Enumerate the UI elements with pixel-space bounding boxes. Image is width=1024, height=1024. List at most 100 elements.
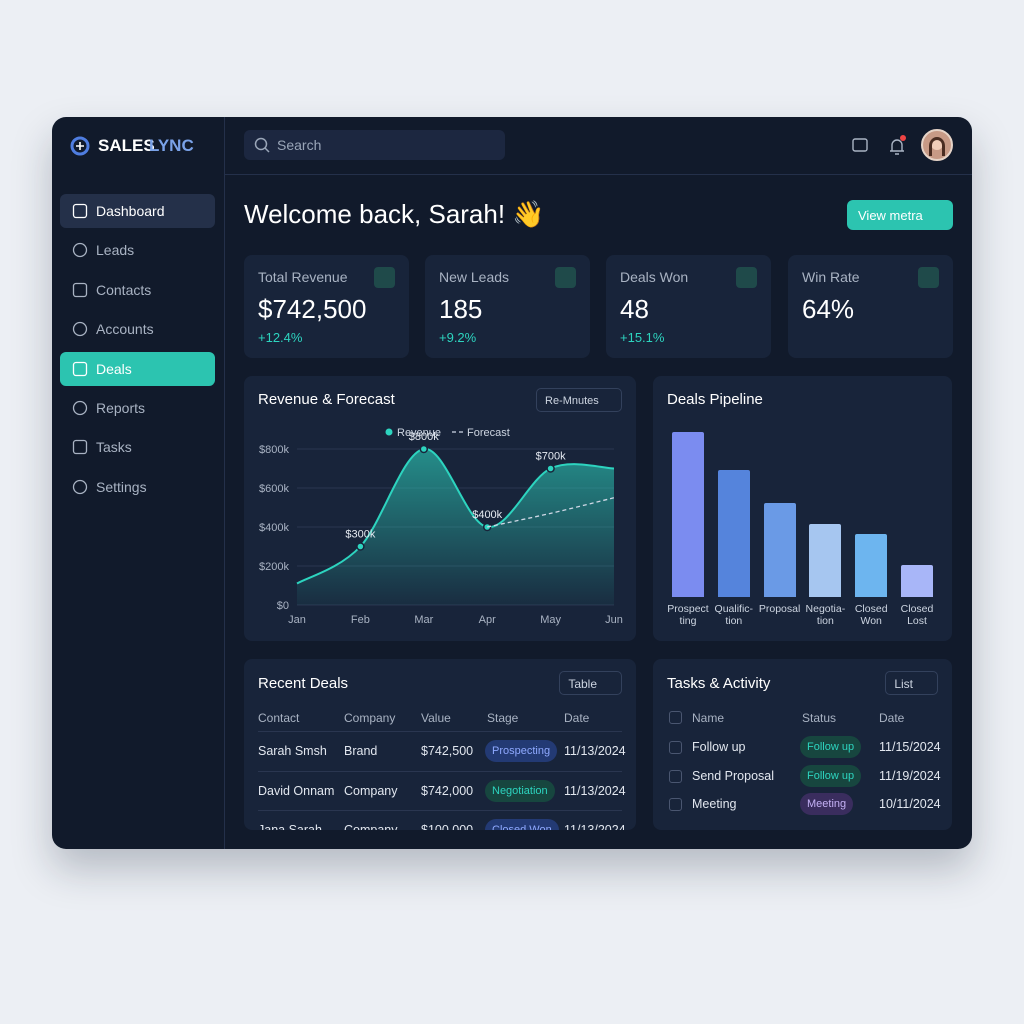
x-tick-label: Negotia- tion xyxy=(805,603,846,627)
sidebar xyxy=(52,117,225,849)
row-checkbox[interactable] xyxy=(669,770,682,783)
pipeline-bar xyxy=(672,432,704,597)
nav-icon xyxy=(72,440,88,455)
kpi-label: Win Rate xyxy=(802,269,860,285)
row-checkbox[interactable] xyxy=(669,798,682,811)
table-cell: 11/13/2024 xyxy=(564,823,626,830)
nav-label[interactable]: Tasks xyxy=(96,439,132,456)
kpi-value: 64% xyxy=(802,294,855,324)
nav-icon xyxy=(72,400,88,416)
kpi-change: +12.4% xyxy=(258,330,303,345)
nav-label[interactable]: Accounts xyxy=(96,321,154,338)
nav-icon xyxy=(72,282,88,297)
pipeline-bar xyxy=(717,470,750,597)
bell-icon xyxy=(890,139,904,155)
kpi-change: +15.1% xyxy=(620,330,665,345)
table-cell: $742,500 xyxy=(421,744,474,758)
kpi-change: +9.2% xyxy=(439,330,477,345)
x-tick-label: Prospect ting xyxy=(667,603,709,627)
nav-icon-shape xyxy=(72,203,88,219)
row-divider xyxy=(258,810,622,811)
kpi-label: Deals Won xyxy=(620,269,689,285)
messages-icon xyxy=(852,138,868,152)
table-cell: Jana Sarah xyxy=(258,823,322,830)
avatar-hair xyxy=(929,137,945,156)
brand-part: LYNC xyxy=(149,136,194,155)
nav-icon xyxy=(72,203,88,219)
pipeline-bar xyxy=(901,565,933,597)
nav-icon xyxy=(72,243,88,258)
column-header: Stage xyxy=(487,711,519,725)
nav-icon-shape xyxy=(72,440,88,455)
status-badge: Follow up xyxy=(800,736,862,758)
nav-icon xyxy=(72,479,88,494)
table-cell: Follow up xyxy=(692,740,746,754)
view-button[interactable]: View metra xyxy=(847,200,953,230)
nav-icon xyxy=(72,361,88,376)
kpi-label: New Leads xyxy=(439,269,510,285)
table-panel: Recent Deals Table Contact Company Value Stag… xyxy=(244,659,636,830)
x-tick-label: Closed Lost xyxy=(900,603,934,627)
nav-item[interactable] xyxy=(60,194,215,228)
nav-label[interactable]: Deals xyxy=(96,360,132,377)
panel-dropdown[interactable]: List xyxy=(885,671,938,695)
column-header: Date xyxy=(564,711,590,725)
status-badge: Closed Won xyxy=(485,819,559,830)
column-header: Contact xyxy=(258,711,300,725)
nav-label[interactable]: Reports xyxy=(96,400,146,416)
table-cell: Sarah Smsh xyxy=(258,744,327,758)
nav-icon-shape xyxy=(72,243,88,258)
panel-dropdown[interactable]: Table xyxy=(559,671,622,695)
nav-icon xyxy=(72,322,88,337)
column-header: Company xyxy=(344,711,396,725)
table-cell: 11/19/2024 xyxy=(879,769,941,783)
table-cell: Company xyxy=(344,823,398,830)
kpi-label: Total Revenue xyxy=(258,269,348,285)
table-cell: Company xyxy=(344,784,398,798)
welcome-heading: Welcome back, Sarah! 👋 xyxy=(244,199,545,229)
topbar-divider xyxy=(225,174,972,175)
pipeline-bar xyxy=(809,524,842,597)
x-tick-label: Proposal xyxy=(758,603,801,615)
row-checkbox[interactable] xyxy=(669,741,682,754)
nav-label[interactable]: Settings xyxy=(96,478,147,495)
kpi-value: $742,500 xyxy=(258,294,367,324)
kpi-icon xyxy=(374,267,395,288)
brand-part: SALES xyxy=(98,136,155,155)
kpi-icon xyxy=(736,267,757,288)
chart-title: Revenue & Forecast xyxy=(258,391,395,408)
nav-icon-shape xyxy=(72,400,88,416)
row-divider xyxy=(258,731,622,732)
column-header: Status xyxy=(802,711,837,725)
nav-label[interactable]: Contacts xyxy=(96,281,152,298)
panel-title: Tasks & Activity xyxy=(667,675,771,692)
nav-label[interactable]: Leads xyxy=(96,242,135,259)
notification-dot xyxy=(900,135,906,141)
table-cell: 11/13/2024 xyxy=(564,744,626,758)
search-box[interactable] xyxy=(244,130,505,160)
nav-icon-shape xyxy=(72,479,88,494)
table-cell: Send Proposal xyxy=(692,769,775,783)
table-cell: $742,000 xyxy=(421,784,474,798)
table-cell: 11/15/2024 xyxy=(879,740,941,754)
x-tick-label: Closed Won xyxy=(854,603,888,627)
search-placeholder: Search xyxy=(277,137,322,153)
kpi-icon xyxy=(918,267,939,288)
nav-item[interactable] xyxy=(60,351,215,386)
search-glass xyxy=(254,137,268,151)
pipeline-bar xyxy=(763,503,796,597)
table-cell: 11/13/2024 xyxy=(564,784,626,798)
table-cell: Meeting xyxy=(692,797,737,811)
table-cell: David Onnam xyxy=(258,784,335,798)
logo-plus xyxy=(76,142,84,150)
tasks-header-checkbox[interactable] xyxy=(669,711,682,724)
chart-dropdown[interactable]: Re-Mnutes xyxy=(536,388,622,412)
chart-panel xyxy=(244,376,636,641)
status-badge: Negotiation xyxy=(485,780,555,802)
logo xyxy=(70,136,90,156)
search-handle xyxy=(264,147,270,153)
x-tick-label: Qualific- tion xyxy=(714,603,754,627)
nav-label[interactable]: Dashboard xyxy=(96,203,165,219)
nav-icon-shape xyxy=(72,361,88,376)
